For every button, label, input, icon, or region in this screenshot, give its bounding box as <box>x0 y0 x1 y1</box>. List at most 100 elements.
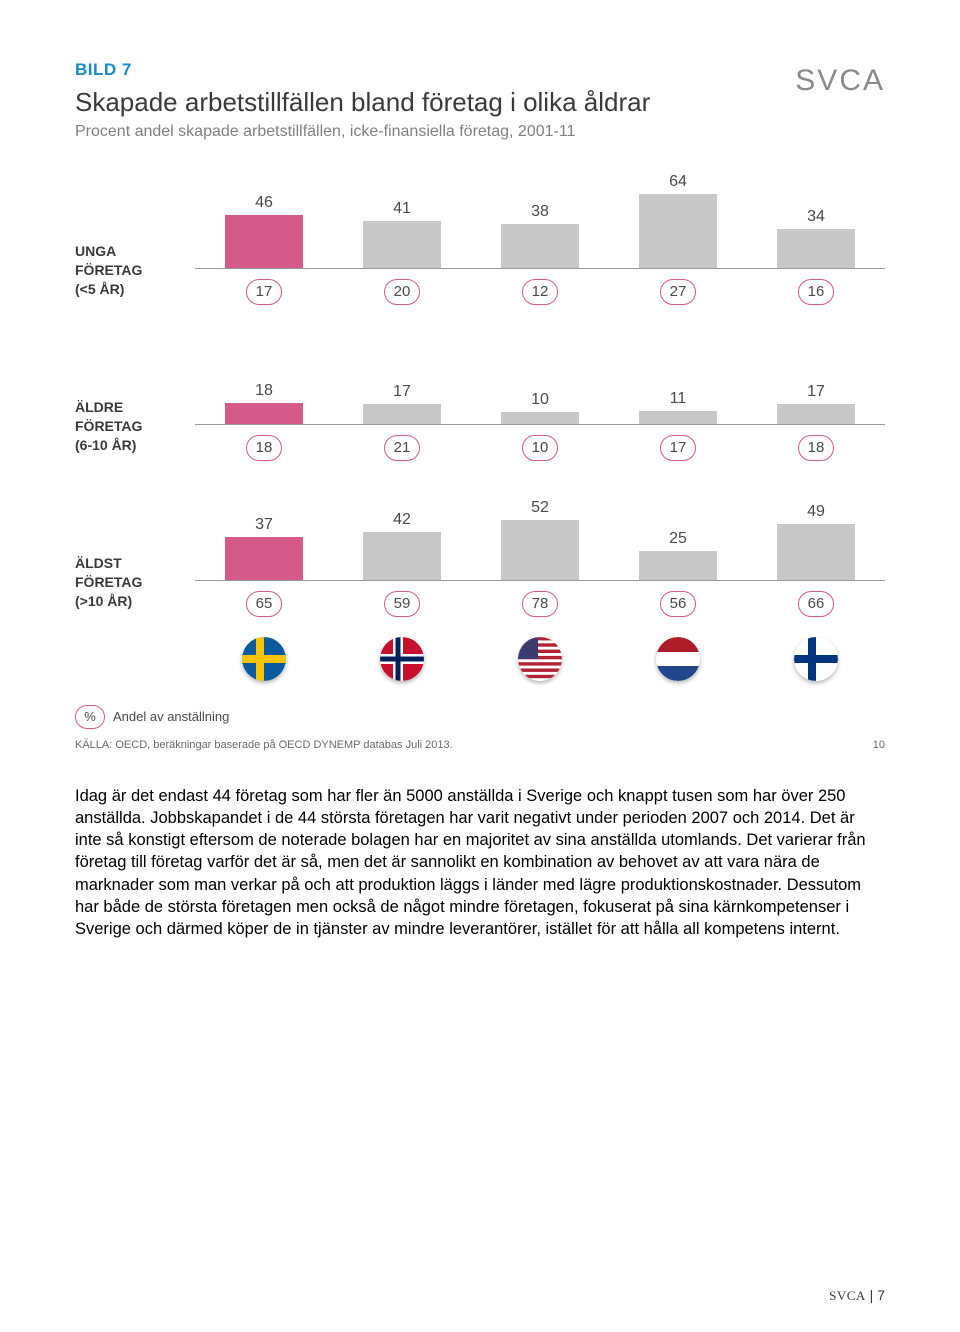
chart-group: ÄLDSTFÖRETAG(>10 ÅR) 37 42 52 25 49 65 59 78 56 66 <box>75 481 885 617</box>
percentage-pill: 18 <box>798 435 834 461</box>
norway-flag-icon <box>380 637 424 681</box>
pill-column: 17 <box>609 435 747 461</box>
bar-column: 46 <box>195 169 333 268</box>
bar <box>363 404 441 423</box>
bar <box>639 551 717 580</box>
bar-column: 37 <box>195 481 333 580</box>
percentage-pill: 27 <box>660 279 696 305</box>
bar-column: 25 <box>609 481 747 580</box>
bar-value-label: 42 <box>393 511 411 529</box>
bar <box>639 194 717 267</box>
bar <box>777 404 855 423</box>
bars-row: 18 17 10 11 17 <box>195 325 885 425</box>
percentage-pill: 18 <box>246 435 282 461</box>
bar <box>501 412 579 423</box>
bar-value-label: 17 <box>393 383 411 401</box>
flag-column <box>747 637 885 681</box>
bar <box>777 524 855 580</box>
percentage-pill: 56 <box>660 591 696 617</box>
pill-column: 17 <box>195 279 333 305</box>
bar-column: 41 <box>333 169 471 268</box>
bars-row: 37 42 52 25 49 <box>195 481 885 581</box>
pill-column: 56 <box>609 591 747 617</box>
pill-column: 21 <box>333 435 471 461</box>
bar-value-label: 41 <box>393 200 411 218</box>
bar-value-label: 17 <box>807 383 825 401</box>
bar-value-label: 49 <box>807 503 825 521</box>
percentage-pill: 17 <box>660 435 696 461</box>
body-paragraph: Idag är det endast 44 företag som har fl… <box>75 785 885 941</box>
title-block: BILD 7 Skapade arbetstillfällen bland fö… <box>75 60 795 141</box>
flag-column <box>333 637 471 681</box>
bar-value-label: 10 <box>531 391 549 409</box>
chart-group: ÄLDREFÖRETAG(6-10 ÅR)1817101117182110171… <box>75 325 885 461</box>
percentage-pill: 59 <box>384 591 420 617</box>
pill-column: 66 <box>747 591 885 617</box>
pill-column: 78 <box>471 591 609 617</box>
percentage-pill: 21 <box>384 435 420 461</box>
flag-column <box>195 637 333 681</box>
pill-column: 65 <box>195 591 333 617</box>
pill-column: 12 <box>471 279 609 305</box>
netherlands-flag-icon <box>656 637 700 681</box>
group-label: ÄLDSTFÖRETAG(>10 ÅR) <box>75 554 195 617</box>
usa-flag-icon <box>518 637 562 681</box>
bar <box>363 221 441 268</box>
percentage-pill: 65 <box>246 591 282 617</box>
sweden-flag-icon <box>242 637 286 681</box>
bar <box>225 215 303 268</box>
bar-value-label: 38 <box>531 203 549 221</box>
bar-value-label: 18 <box>255 382 273 400</box>
bar <box>777 229 855 268</box>
percentage-pill: 78 <box>522 591 558 617</box>
header: BILD 7 Skapade arbetstillfällen bland fö… <box>75 60 885 141</box>
bars-area: 46 41 38 64 34 17 20 12 27 16 <box>195 169 885 305</box>
bar <box>639 411 717 424</box>
figure-label: BILD 7 <box>75 60 795 80</box>
bars-area: 37 42 52 25 49 65 59 78 56 66 <box>195 481 885 617</box>
bar <box>501 224 579 267</box>
bar-column: 64 <box>609 169 747 268</box>
page-footer: SVCA | 7 <box>829 1287 885 1304</box>
group-label: ÄLDREFÖRETAG(6-10 ÅR) <box>75 398 195 461</box>
bar <box>501 520 579 579</box>
bar <box>225 537 303 579</box>
bar-column: 49 <box>747 481 885 580</box>
bar-column: 17 <box>747 325 885 424</box>
bars-area: 18171011171821101718 <box>195 325 885 461</box>
pill-column: 59 <box>333 591 471 617</box>
percentage-pill: 17 <box>246 279 282 305</box>
source-page: 10 <box>873 739 885 751</box>
logo-text: SVCA <box>795 64 885 98</box>
bar-column: 34 <box>747 169 885 268</box>
bar-column: 42 <box>333 481 471 580</box>
figure-subtitle: Procent andel skapade arbetstillfällen, … <box>75 123 795 141</box>
bar-value-label: 25 <box>669 530 687 548</box>
pill-column: 20 <box>333 279 471 305</box>
finland-flag-icon <box>794 637 838 681</box>
bar-column: 18 <box>195 325 333 424</box>
percentage-pill: 20 <box>384 279 420 305</box>
footer-page: 7 <box>877 1287 885 1303</box>
percentage-pill: 16 <box>798 279 834 305</box>
pills-row: 18 21 10 17 18 <box>195 435 885 461</box>
bar-value-label: 64 <box>669 173 687 191</box>
percentage-pill: 12 <box>522 279 558 305</box>
source-text: KÄLLA: OECD, beräkningar baserade på OEC… <box>75 739 453 751</box>
bar-value-label: 37 <box>255 516 273 534</box>
bar-column: 38 <box>471 169 609 268</box>
percentage-pill: 66 <box>798 591 834 617</box>
pill-column: 18 <box>747 435 885 461</box>
pills-row: 17 20 12 27 16 <box>195 279 885 305</box>
legend-text: Andel av anställning <box>113 709 229 724</box>
bar-column: 11 <box>609 325 747 424</box>
pill-column: 10 <box>471 435 609 461</box>
source-row: KÄLLA: OECD, beräkningar baserade på OEC… <box>75 739 885 751</box>
legend: % Andel av anställning <box>75 705 885 729</box>
footer-brand: SVCA <box>829 1288 866 1303</box>
bar-column: 10 <box>471 325 609 424</box>
bar <box>225 403 303 424</box>
chart-block: UNGAFÖRETAG(<5 ÅR)46413864341720122716ÄL… <box>75 169 885 617</box>
bar-column: 52 <box>471 481 609 580</box>
bars-row: 46 41 38 64 34 <box>195 169 885 269</box>
